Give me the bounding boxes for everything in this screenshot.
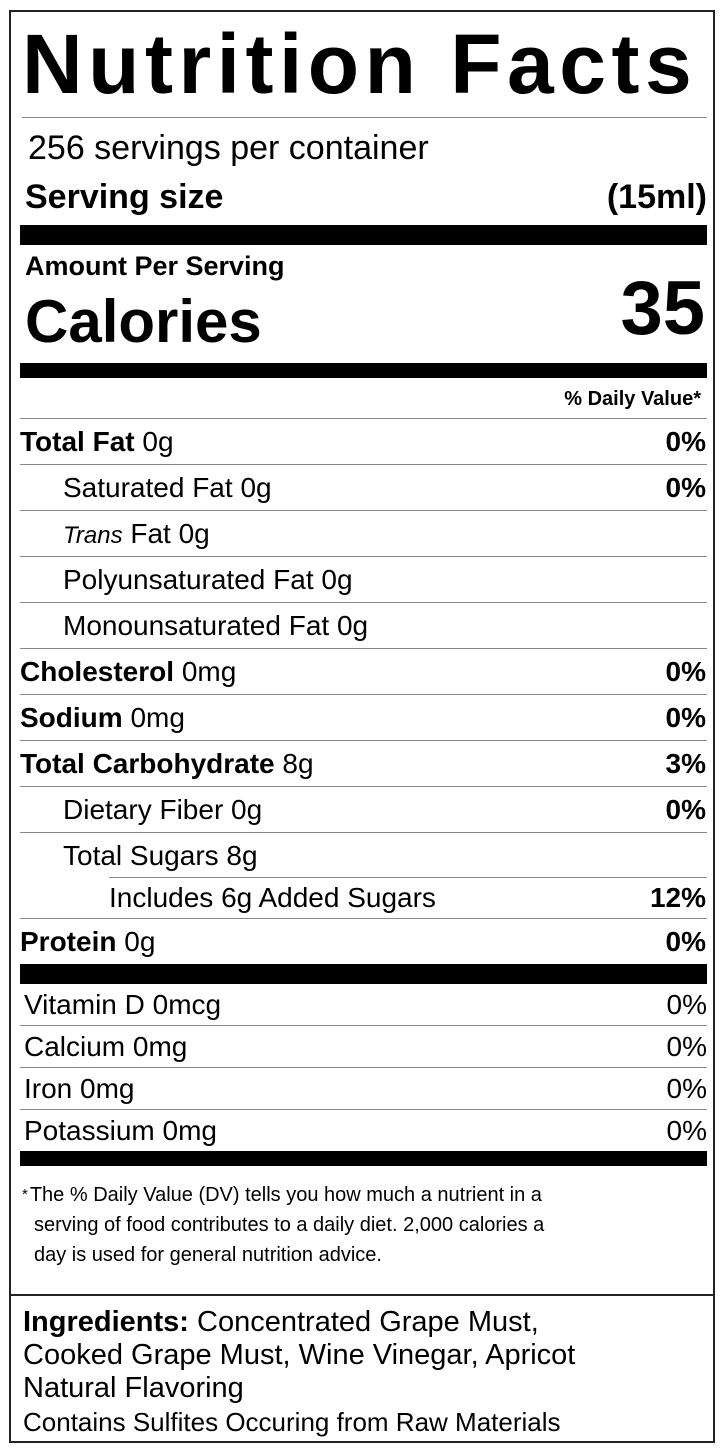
nutrient-label: Dietary Fiber xyxy=(63,793,224,825)
nutrition-facts-label: Nutrition Facts 256 servings per contain… xyxy=(9,10,715,1443)
footnote-line: day is used for general nutrition advice… xyxy=(34,1244,382,1266)
ingredients-label: Ingredients: xyxy=(23,1306,189,1338)
serving-size-label: Serving size xyxy=(25,178,224,216)
vitamin-daily-value: 0% xyxy=(666,1114,707,1146)
vitamin-name: Iron 0mg xyxy=(24,1072,135,1104)
nutrient-name: Saturated Fat 0g xyxy=(20,472,272,504)
vitamin-name: Vitamin D 0mcg xyxy=(24,988,222,1020)
serving-size-value: (15ml) xyxy=(606,178,707,216)
nutrient-daily-value: 0% xyxy=(665,471,706,503)
vitamin-daily-value: 0% xyxy=(666,1072,707,1104)
vitamin-row: Potassium 0mg 0% xyxy=(20,1110,707,1151)
nutrient-row: Protein 0g 0% xyxy=(20,919,707,964)
allergen-statement: Contains Sulfites Occuring from Raw Mate… xyxy=(23,1407,561,1437)
nutrient-name: Cholesterol 0mg xyxy=(20,656,236,688)
medium-divider xyxy=(20,1151,707,1166)
vitamin-row: Iron 0mg 0% xyxy=(20,1068,707,1110)
label-title: Nutrition Facts xyxy=(22,12,707,118)
ingredients-line: Cooked Grape Must, Wine Vinegar, Apricot xyxy=(23,1339,576,1371)
nutrient-label: Trans xyxy=(63,521,123,549)
nutrient-label: Saturated Fat xyxy=(63,471,233,503)
nutrient-name: Total Carbohydrate 8g xyxy=(20,748,314,780)
nutrient-label: Polyunsaturated Fat xyxy=(63,563,314,595)
ingredients-line: Natural Flavoring xyxy=(23,1372,244,1404)
nutrient-amount: 0g xyxy=(124,925,156,957)
nutrient-name: Monounsaturated Fat 0g xyxy=(20,610,368,642)
nutrient-name: Sodium 0mg xyxy=(20,702,185,734)
servings-per-container: 256 servings per container xyxy=(28,129,429,167)
footnote-line: serving of food contributes to a daily d… xyxy=(34,1214,545,1236)
nutrient-amount: 8g xyxy=(226,839,258,871)
daily-value-header: % Daily Value* xyxy=(20,378,707,419)
nutrient-label: Total Sugars xyxy=(63,839,219,871)
nutrient-name: Includes 6g Added Sugars xyxy=(20,882,436,914)
amount-per-serving: Amount Per Serving xyxy=(25,251,285,281)
nutrient-name: Total Fat 0g xyxy=(20,426,174,458)
nutrient-amount: 0mg xyxy=(181,655,237,687)
nutrient-row: Total Carbohydrate 8g 3% xyxy=(20,741,707,787)
nutrient-label: Total Carbohydrate xyxy=(20,747,275,779)
nutrient-row: Dietary Fiber 0g 0% xyxy=(20,787,707,833)
nutrient-name: Trans Fat 0g xyxy=(20,518,210,550)
nutrient-name: Polyunsaturated Fat 0g xyxy=(20,564,353,596)
nutrient-label: Monounsaturated Fat xyxy=(63,609,330,641)
nutrient-row: Polyunsaturated Fat 0g xyxy=(20,557,707,603)
nutrient-name: Dietary Fiber 0g xyxy=(20,794,262,826)
nutrient-row: Saturated Fat 0g 0% xyxy=(20,465,707,511)
nutrient-amount: 0mg xyxy=(130,701,185,733)
nutrient-amount: 0g xyxy=(178,517,210,549)
vitamin-daily-value: 0% xyxy=(666,1030,707,1062)
footnote: * The % Daily Value (DV) tells you how mu… xyxy=(20,1166,707,1289)
nutrient-row: Sodium 0mg 0% xyxy=(20,695,707,741)
nutrient-daily-value: 0% xyxy=(665,655,706,687)
calories-label: Calories xyxy=(25,288,262,355)
footnote-asterisk: * xyxy=(22,1186,28,1203)
vitamin-row: Calcium 0mg 0% xyxy=(20,1026,707,1068)
vitamin-list: Vitamin D 0mcg 0% Calcium 0mg 0% Iron 0mg 0% P… xyxy=(20,984,707,1151)
nutrient-label: Includes 6g Added Sugars xyxy=(109,882,436,913)
thick-divider xyxy=(20,225,707,245)
nutrient-daily-value: 0% xyxy=(665,701,706,733)
vitamin-name: Calcium 0mg xyxy=(24,1030,188,1062)
nutrient-daily-value: 0% xyxy=(665,793,706,825)
vitamin-name: Potassium 0mg xyxy=(24,1114,217,1146)
nutrient-amount: 8g xyxy=(282,747,314,779)
nutrient-name: Total Sugars 8g xyxy=(20,840,258,872)
vitamin-daily-value: 0% xyxy=(666,988,707,1020)
vitamin-row: Vitamin D 0mcg 0% xyxy=(20,984,707,1026)
nutrient-amount: 0g xyxy=(336,609,369,641)
nutrient-amount: 0g xyxy=(231,793,263,825)
nutrient-label: Protein xyxy=(20,925,117,957)
nutrient-row: Monounsaturated Fat 0g xyxy=(20,603,707,649)
medium-divider xyxy=(20,363,707,378)
thick-divider xyxy=(20,964,707,984)
nutrient-amount: 0g xyxy=(240,471,272,503)
nutrient-amount: 0g xyxy=(142,425,174,457)
nutrient-row: Total Sugars 8g xyxy=(20,833,707,878)
ingredients-line: Concentrated Grape Must, xyxy=(197,1306,539,1338)
ingredients-section: Ingredients: Concentrated Grape Must, Co… xyxy=(11,1294,713,1439)
nutrient-daily-value: 12% xyxy=(649,882,706,913)
calories-block: Amount Per Serving Calories 35 xyxy=(20,245,707,363)
nutrient-name: Protein 0g xyxy=(20,926,155,958)
serving-size-row: Serving size (15ml) xyxy=(20,172,707,225)
nutrient-label-suffix: Fat xyxy=(130,517,171,549)
nutrient-amount: 0g xyxy=(321,563,353,595)
nutrient-daily-value: 3% xyxy=(665,747,706,779)
calories-value: 35 xyxy=(620,266,705,351)
nutrient-row: Trans Fat 0g xyxy=(20,511,707,557)
nutrient-daily-value: 0% xyxy=(665,425,706,457)
nutrient-daily-value: 0% xyxy=(665,925,706,957)
nutrient-label: Sodium xyxy=(20,701,123,733)
nutrient-label: Cholesterol xyxy=(20,655,175,687)
label-body: Nutrition Facts 256 servings per contain… xyxy=(11,12,713,1437)
nutrient-label: Total Fat xyxy=(20,425,135,457)
footnote-line: The % Daily Value (DV) tells you how muc… xyxy=(29,1184,542,1206)
nutrient-row: Cholesterol 0mg 0% xyxy=(20,649,707,695)
nutrient-row: Total Fat 0g 0% xyxy=(20,419,707,465)
nutrient-list: Total Fat 0g 0% Saturated Fat 0g 0% Trans Fa… xyxy=(20,419,707,964)
nutrient-row: Includes 6g Added Sugars 12% xyxy=(20,878,707,919)
